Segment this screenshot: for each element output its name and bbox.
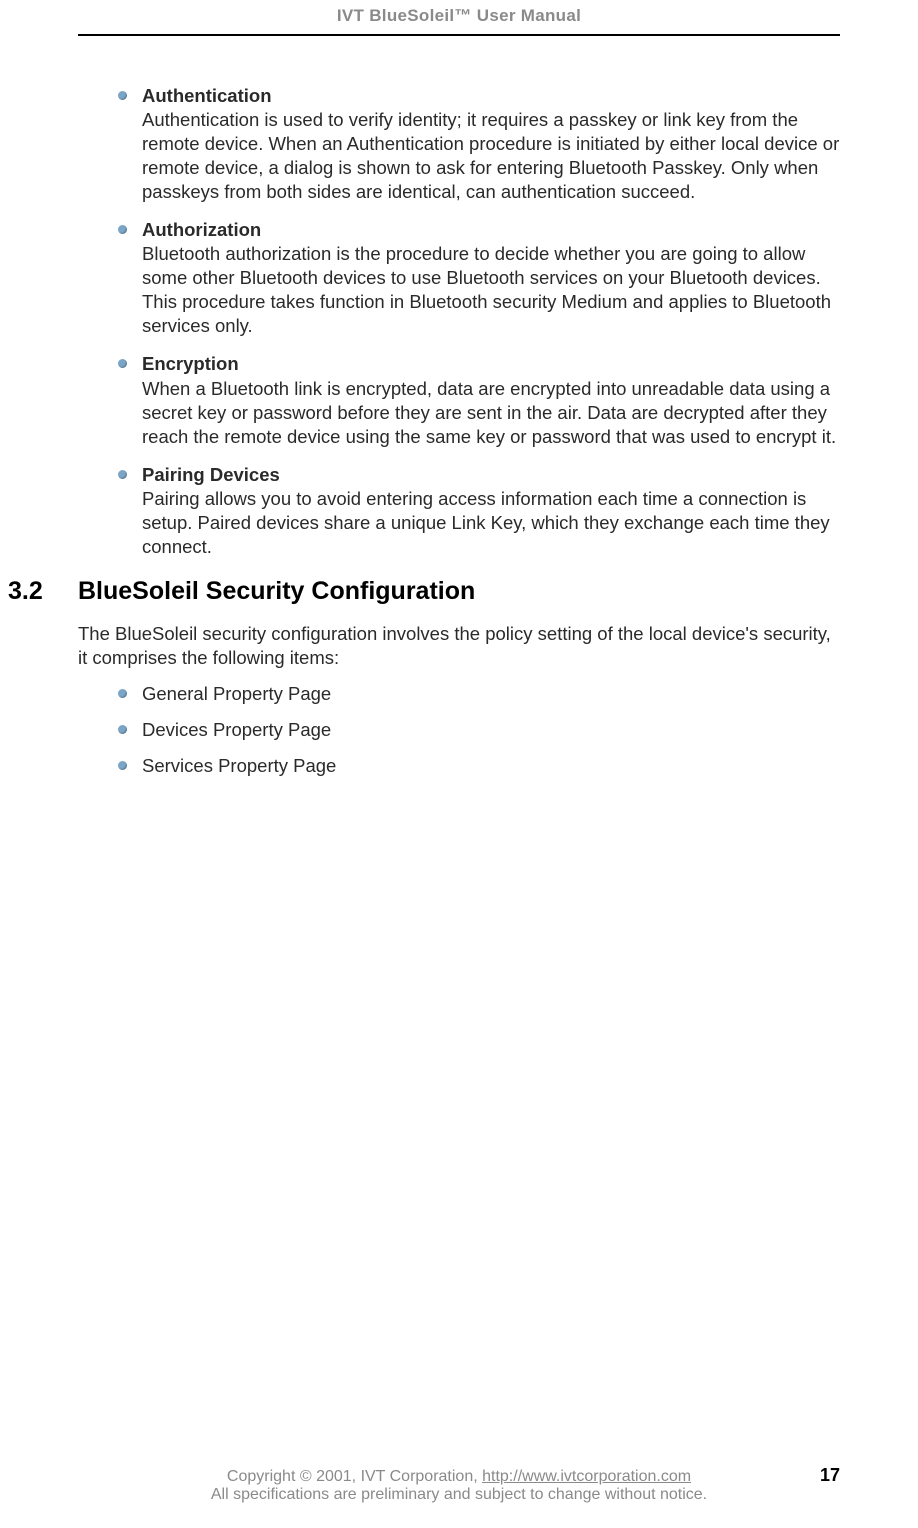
header-title: IVT BlueSoleil™ User Manual (78, 6, 840, 26)
footer-copyright-text: Copyright © 2001, IVT Corporation, (227, 1468, 482, 1485)
definition-item: Pairing Devices Pairing allows you to av… (118, 463, 840, 559)
section-title: BlueSoleil Security Configuration (78, 577, 475, 606)
list-item: Services Property Page (118, 754, 840, 778)
page-content: Authentication Authentication is used to… (78, 36, 840, 778)
definition-title: Encryption (142, 353, 239, 374)
footer-url-link[interactable]: http://www.ivtcorporation.com (482, 1468, 691, 1485)
list-item: Devices Property Page (118, 718, 840, 742)
footer-copyright: Copyright © 2001, IVT Corporation, http:… (78, 1468, 840, 1486)
page: IVT BlueSoleil™ User Manual Authenticati… (0, 0, 918, 1528)
section-items-list: General Property Page Devices Property P… (78, 682, 840, 778)
section: 3.2 BlueSoleil Security Configuration Th… (78, 577, 840, 778)
page-number: 17 (820, 1465, 840, 1486)
section-heading-row: 3.2 BlueSoleil Security Configuration (78, 577, 840, 606)
definition-item: Authentication Authentication is used to… (118, 84, 840, 204)
definition-body: Authentication is used to verify identit… (142, 108, 840, 204)
definition-body: Bluetooth authorization is the procedure… (142, 242, 840, 338)
definitions-list: Authentication Authentication is used to… (78, 84, 840, 559)
page-footer: Copyright © 2001, IVT Corporation, http:… (78, 1468, 840, 1504)
section-number: 3.2 (8, 577, 43, 606)
section-intro: The BlueSoleil security configuration in… (78, 622, 840, 670)
definition-body: When a Bluetooth link is encrypted, data… (142, 377, 840, 449)
definition-title: Authorization (142, 219, 261, 240)
page-header: IVT BlueSoleil™ User Manual (78, 0, 840, 36)
definition-item: Authorization Bluetooth authorization is… (118, 218, 840, 338)
definition-item: Encryption When a Bluetooth link is encr… (118, 352, 840, 448)
definition-title: Pairing Devices (142, 464, 280, 485)
list-item: General Property Page (118, 682, 840, 706)
footer-disclaimer: All specifications are preliminary and s… (78, 1486, 840, 1504)
definition-title: Authentication (142, 85, 272, 106)
definition-body: Pairing allows you to avoid entering acc… (142, 487, 840, 559)
